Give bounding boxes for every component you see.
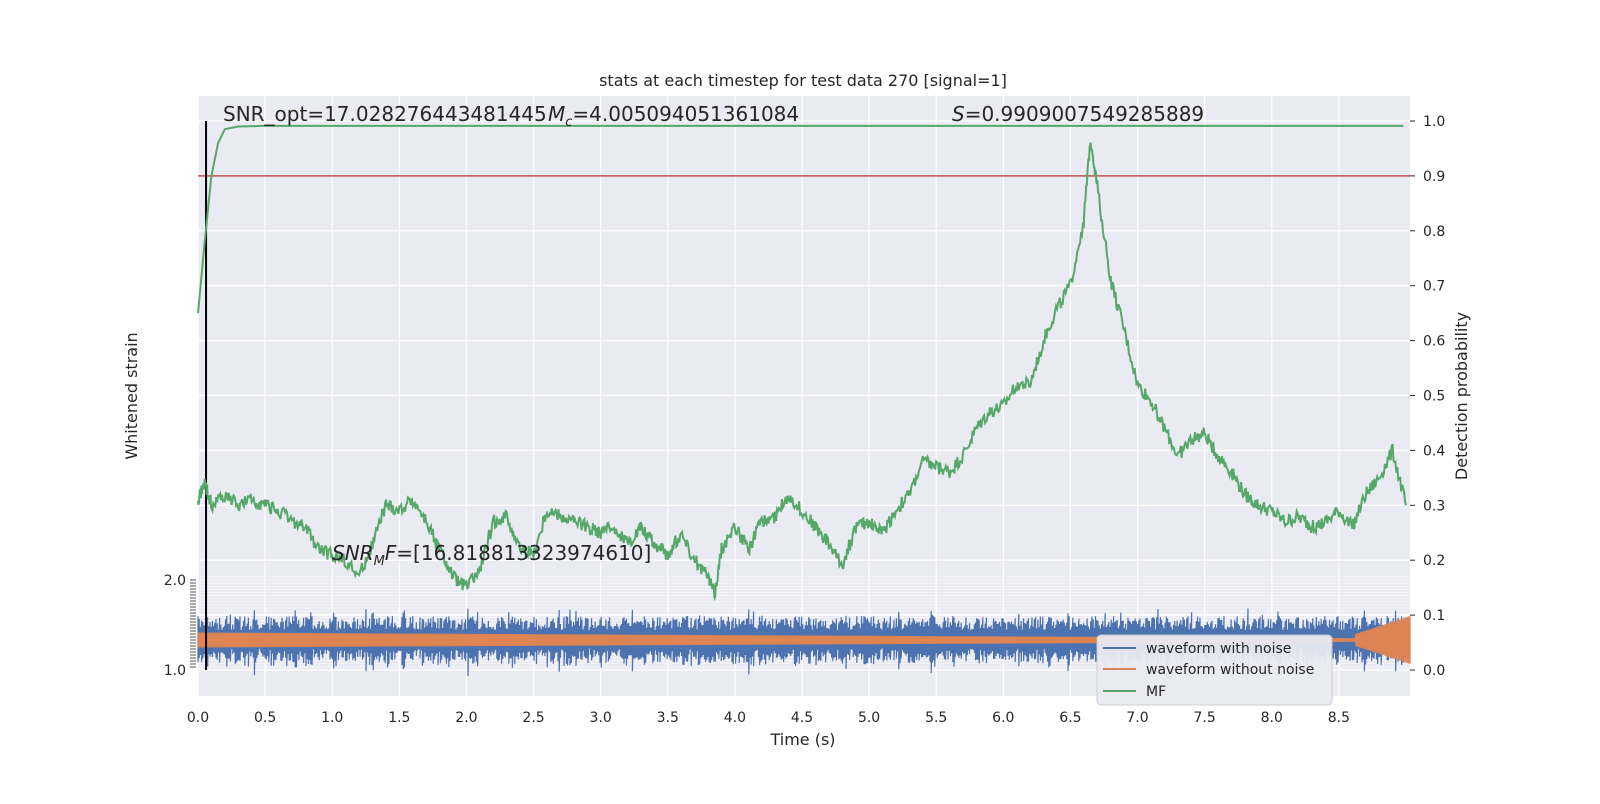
x-tick-label: 6.5 — [1059, 710, 1081, 726]
x-tick-label: 1.0 — [321, 710, 343, 726]
x-tick-label: 4.0 — [724, 710, 746, 726]
x-tick-label: 3.0 — [590, 710, 612, 726]
s-annotation: S=0.9909007549285889 — [952, 102, 1204, 126]
grid — [197, 96, 1410, 696]
left-tick-stack: 2.0 1.0 — [164, 573, 196, 679]
mc-value: =4.005094051361084 — [572, 102, 799, 126]
legend-box — [1096, 634, 1333, 706]
x-tick-label: 8.0 — [1261, 710, 1283, 726]
left-axis-label: Whitened strain — [122, 332, 141, 459]
mc-subscript: c — [565, 115, 572, 130]
legend-label-clean: waveform without noise — [1146, 662, 1314, 678]
x-tick-label: 6.0 — [992, 710, 1014, 726]
snr-mf-subscript: M — [374, 554, 385, 569]
right-tick-label: 0.7 — [1423, 279, 1445, 295]
legend: waveform with noise waveform without noi… — [1096, 634, 1333, 706]
snr-mf-annotation: SNRMF=[16.818813323974610] — [332, 541, 651, 569]
x-tick-label: 2.5 — [522, 710, 544, 726]
legend-label-mf: MF — [1146, 684, 1166, 700]
mf-line — [197, 142, 1407, 602]
right-tick-label: 0.2 — [1423, 553, 1445, 569]
x-tick-label: 2.0 — [455, 710, 477, 726]
right-tick-label: 0.6 — [1423, 334, 1445, 350]
right-tick-label: 0.9 — [1423, 169, 1445, 185]
left-tick-label-bottom: 1.0 — [164, 663, 186, 679]
right-tick-label: 0.8 — [1423, 224, 1445, 240]
x-tick-label: 4.5 — [791, 710, 813, 726]
x-tick-label: 5.0 — [858, 710, 880, 726]
detection-prob-line — [197, 124, 1404, 314]
x-tick-label: 0.5 — [254, 710, 276, 726]
snr-mf-symbol: SNR — [332, 541, 374, 565]
x-tick-label: 0.0 — [187, 710, 209, 726]
mc-annotation: Mc=4.005094051361084 — [548, 102, 799, 130]
right-tick-label: 0.5 — [1423, 389, 1445, 405]
right-axis-label: Detection probability — [1452, 312, 1471, 480]
x-tick-label: 5.5 — [925, 710, 947, 726]
x-axis-label: Time (s) — [769, 730, 835, 749]
x-tick-labels: 0.0 0.5 1.0 1.5 2.0 2.5 3.0 3.5 4.0 4.5 5.0 5.5 6.0 6… — [187, 710, 1350, 726]
s-symbol: S — [952, 102, 965, 126]
legend-label-noise: waveform with noise — [1146, 641, 1291, 657]
snr-mf-value: =[16.818813323974610] — [396, 541, 651, 565]
right-tick-label: 0.0 — [1423, 663, 1445, 679]
right-tick-label: 0.1 — [1423, 608, 1445, 624]
x-tick-label: 7.5 — [1194, 710, 1216, 726]
right-tick-labels: 0.0 0.1 0.2 0.3 0.4 0.5 0.6 0.7 0.8 0.9 1.0 — [1410, 114, 1445, 679]
mc-symbol: M — [548, 102, 565, 126]
snr-opt-annotation: SNR_opt=17.028276443481445 — [223, 102, 547, 126]
right-tick-label: 0.4 — [1423, 443, 1445, 459]
x-tick-label: 7.0 — [1126, 710, 1148, 726]
right-tick-label: 1.0 — [1423, 114, 1445, 130]
left-tick-label-top: 2.0 — [164, 573, 186, 589]
chart-title: stats at each timestep for test data 270… — [599, 71, 1007, 90]
x-tick-label: 8.5 — [1328, 710, 1350, 726]
x-tick-label: 3.5 — [657, 710, 679, 726]
s-value: =0.9909007549285889 — [965, 102, 1204, 126]
snr-mf-f: F — [385, 541, 397, 565]
right-tick-label: 0.3 — [1423, 498, 1445, 514]
x-tick-label: 1.5 — [388, 710, 410, 726]
